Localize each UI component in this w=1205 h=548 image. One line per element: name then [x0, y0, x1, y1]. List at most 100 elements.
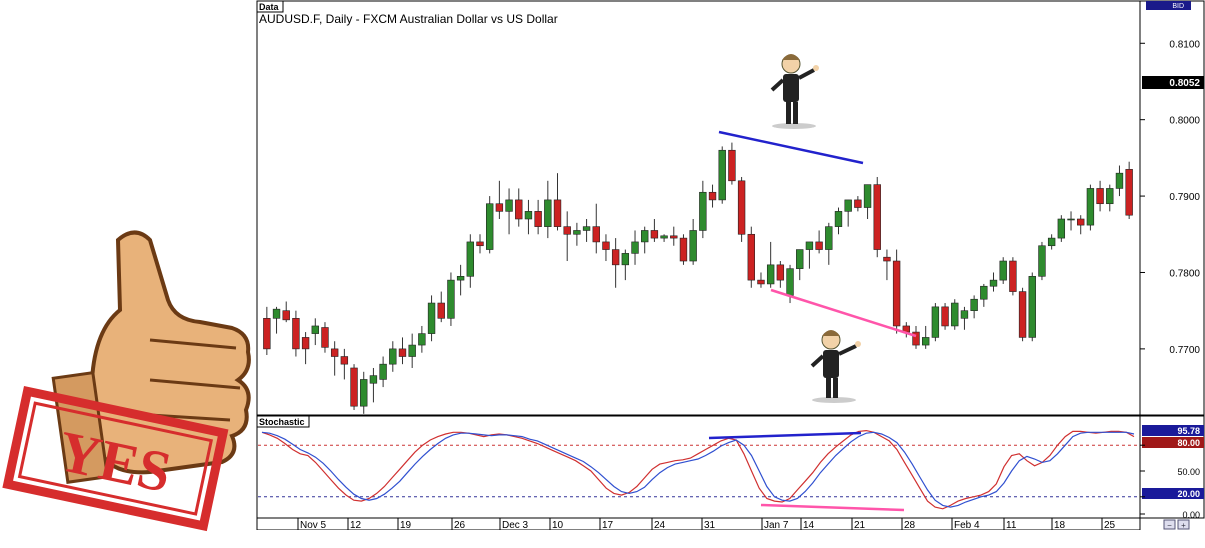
candle-body [660, 235, 668, 239]
candle-body [786, 268, 794, 296]
level-high-badge [1142, 437, 1204, 448]
candle-body [941, 306, 949, 327]
candle-body [1057, 218, 1066, 239]
candle-body [515, 199, 523, 220]
zoom-out-button[interactable] [1163, 519, 1176, 530]
price-tick-label: 0.8100 [1169, 39, 1200, 50]
k-value-badge [1142, 425, 1204, 436]
candle-body [912, 331, 920, 346]
businessman-figure-bottom [810, 330, 861, 403]
bid-label: BID [1172, 3, 1184, 10]
candle-body [689, 230, 697, 262]
level-high: 80.00 [1177, 438, 1200, 448]
candle-body [369, 375, 378, 384]
time-tick-label: Feb 4 [954, 520, 980, 530]
data-tag-box [256, 0, 284, 13]
candle-body [495, 203, 504, 212]
candle-body [272, 308, 281, 319]
candle-body [340, 356, 349, 365]
divergence-line-top [718, 130, 864, 165]
candle-body [650, 230, 659, 239]
candle-body [951, 302, 959, 327]
businessman-figure-top [770, 54, 819, 129]
candle-body [621, 253, 630, 266]
price-tick-label: 0.7800 [1169, 268, 1200, 279]
thumbs-up-yes-illustration: YES [2, 230, 251, 532]
candle-body [796, 249, 804, 269]
candle-body [505, 199, 513, 212]
data-tag: Data [259, 2, 280, 12]
candle-body [989, 279, 998, 287]
zoom-in-button[interactable] [1177, 519, 1190, 530]
candle-body [1125, 169, 1133, 216]
candle-body [631, 241, 639, 254]
candle-body [534, 211, 542, 227]
candle-body [641, 230, 649, 243]
time-tick-label: 18 [1054, 520, 1066, 530]
chart-canvas: Data AUDUSD.F, Daily - FXCM Australian D… [256, 0, 1205, 530]
stoch-line-d [261, 431, 1135, 508]
price-tick-label: 0.8000 [1169, 116, 1200, 127]
current-price: 0.8052 [1169, 78, 1200, 89]
candle-body [582, 226, 591, 231]
candle-body [379, 363, 387, 380]
candle-body [825, 226, 833, 250]
candle-body [1028, 275, 1036, 338]
stoch-tick-label: 50.00 [1177, 467, 1200, 477]
candle-body [863, 184, 872, 208]
candle-body [766, 264, 775, 285]
time-tick-label: 12 [350, 520, 362, 530]
candle-body [602, 241, 610, 250]
candle-body [1115, 172, 1124, 189]
candle-body [1047, 237, 1056, 247]
candle-body [437, 302, 445, 319]
candle-body [1018, 291, 1027, 338]
candle-body [1096, 188, 1104, 205]
time-tick-label: 24 [654, 520, 666, 530]
level-low: 20.00 [1177, 489, 1200, 499]
candle-body [282, 310, 290, 321]
candle-body [728, 149, 736, 182]
candle-body [892, 260, 901, 327]
time-tick-label: 14 [803, 520, 815, 530]
candle-body [921, 337, 930, 346]
candle-body [718, 149, 726, 201]
stochastic-panel [256, 415, 1141, 519]
candle-body [1086, 188, 1095, 226]
stoch-line-k [261, 429, 1135, 510]
candle-body [960, 310, 969, 319]
candle-body [854, 199, 862, 208]
candle-body [553, 199, 562, 227]
candle-body [999, 260, 1007, 281]
candle-body [330, 348, 339, 357]
time-axis [256, 517, 1141, 530]
time-tick-label: 26 [454, 520, 466, 530]
candle-body [980, 285, 988, 300]
price-tick-label: 0.7700 [1169, 345, 1200, 356]
candle-body [970, 298, 978, 311]
candle-body [447, 279, 455, 319]
candle-body [398, 348, 407, 357]
price-axis [1139, 0, 1205, 416]
candle-body [679, 237, 688, 262]
candle-body [708, 191, 717, 201]
candle-body [389, 348, 397, 365]
current-price-badge [1142, 76, 1204, 89]
time-tick-label: 25 [1104, 520, 1116, 530]
time-tick-label: 31 [704, 520, 716, 530]
candle-body [737, 180, 746, 235]
candle-body [321, 327, 329, 348]
candle-body [573, 230, 581, 235]
candle-body [805, 241, 814, 250]
chart-window: Data AUDUSD.F, Daily - FXCM Australian D… [256, 0, 1205, 530]
time-tick-label: Nov 5 [300, 520, 327, 530]
candle-body [1038, 245, 1046, 277]
candle-body [1106, 188, 1114, 205]
chart-title: AUDUSD.F, Daily - FXCM Australian Dollar… [259, 12, 558, 26]
candle-body [544, 199, 552, 227]
candle-body [418, 333, 426, 346]
candle-body [592, 226, 600, 243]
candle-body [476, 241, 484, 247]
time-tick-label: Jan 7 [764, 520, 789, 530]
candle-body [311, 325, 319, 334]
